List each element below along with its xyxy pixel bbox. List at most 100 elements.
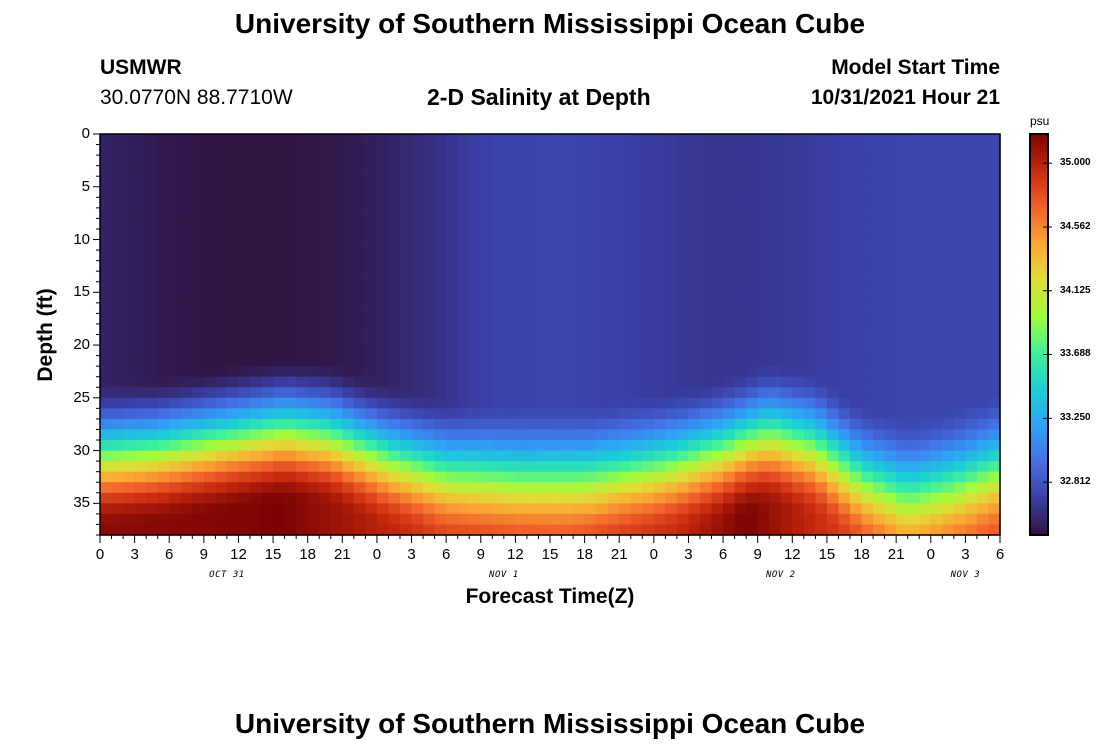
heatmap-cell [342,418,355,431]
heatmap-cell [307,176,320,188]
heatmap-cell [653,260,666,272]
heatmap-cell [884,239,897,251]
heatmap-cell [607,134,620,146]
heatmap-cell [515,355,528,367]
heatmap-cell [792,186,805,198]
heatmap-cell [203,503,216,515]
heatmap-cell [434,492,447,504]
heatmap-cell [757,165,770,177]
heatmap-cell [296,186,309,198]
heatmap-cell [261,228,274,241]
heatmap-cell [169,302,182,314]
heatmap-cell [746,271,759,283]
heatmap-cell [550,482,563,494]
heatmap-cell [146,503,159,515]
heatmap-cell [411,260,424,272]
heatmap-cell [180,471,193,483]
heatmap-cell [111,440,124,452]
heatmap-cell [550,387,563,399]
heatmap-cell [815,366,828,378]
heatmap-cell [573,334,586,346]
heatmap-cell [250,450,263,462]
heatmap-cell [526,260,540,272]
heatmap-cell [596,450,609,462]
heatmap-cell [930,281,943,293]
heatmap-cell [976,165,990,177]
heatmap-cell [423,250,436,262]
heatmap-cell [596,292,609,304]
heatmap-cell [492,313,505,325]
heatmap-cell [261,461,274,473]
heatmap-cell [826,144,840,156]
heatmap-cell [573,165,586,177]
heatmap-cell [850,345,863,357]
heatmap-cell [965,165,978,177]
heatmap-cell [446,165,459,177]
heatmap-cell [700,313,713,325]
heatmap-cell [457,471,470,483]
heatmap-cell [942,366,955,378]
heatmap-cell [688,144,701,156]
heatmap-cell [815,134,828,146]
heatmap-cell [838,207,851,220]
heatmap-cell [711,134,724,146]
heatmap-cell [988,397,1001,409]
heatmap-cell [919,260,932,272]
heatmap-cell [180,207,193,220]
heatmap-cell [123,302,136,314]
heatmap-cell [411,418,424,431]
heatmap-cell [238,429,251,441]
heatmap-cell [584,461,597,473]
heatmap-cell [988,450,1001,462]
heatmap-cell [273,450,286,462]
heatmap-cell [400,144,413,156]
heatmap-cell [100,376,113,388]
heatmap-cell [780,207,793,220]
heatmap-cell [688,134,701,146]
heatmap-cell [896,239,909,251]
heatmap-cell [838,165,851,177]
heatmap-cell [526,355,540,367]
heatmap-cell [180,408,193,420]
heatmap-cell [353,397,366,409]
heatmap-cell [538,366,551,378]
heatmap-cell [215,228,228,241]
heatmap-cell [180,292,193,304]
heatmap-cell [284,334,297,346]
heatmap-cell [134,334,147,346]
heatmap-cell [780,292,793,304]
heatmap-cell [400,503,413,515]
heatmap-cell [942,271,955,283]
heatmap-cell [861,165,874,177]
heatmap-cell [365,429,378,441]
heatmap-cell [976,376,990,388]
heatmap-cell [123,207,136,220]
heatmap-cell [261,176,274,188]
heatmap-cell [596,376,609,388]
heatmap-cell [134,387,147,399]
heatmap-cell [850,228,863,241]
heatmap-cell [400,134,413,146]
heatmap-cell [919,239,932,251]
heatmap-cell [850,513,863,526]
heatmap-cell [757,492,770,504]
heatmap-cell [319,302,332,314]
heatmap-cell [896,176,909,188]
heatmap-cell [238,292,251,304]
heatmap-cell [907,134,920,146]
heatmap-cell [642,418,655,431]
heatmap-cell [365,186,378,198]
heatmap-cell [815,376,828,388]
heatmap-cell [526,218,540,230]
heatmap-cell [538,207,551,220]
heatmap-cell [342,207,355,220]
heatmap-cell [573,397,586,409]
heatmap-cell [423,197,436,209]
heatmap-cell [169,461,182,473]
heatmap-cell [561,250,574,262]
heatmap-cell [919,292,932,304]
heatmap-cell [723,176,736,188]
heatmap-cell [226,482,240,494]
heatmap-cell [550,440,563,452]
heatmap-cell [850,165,863,177]
